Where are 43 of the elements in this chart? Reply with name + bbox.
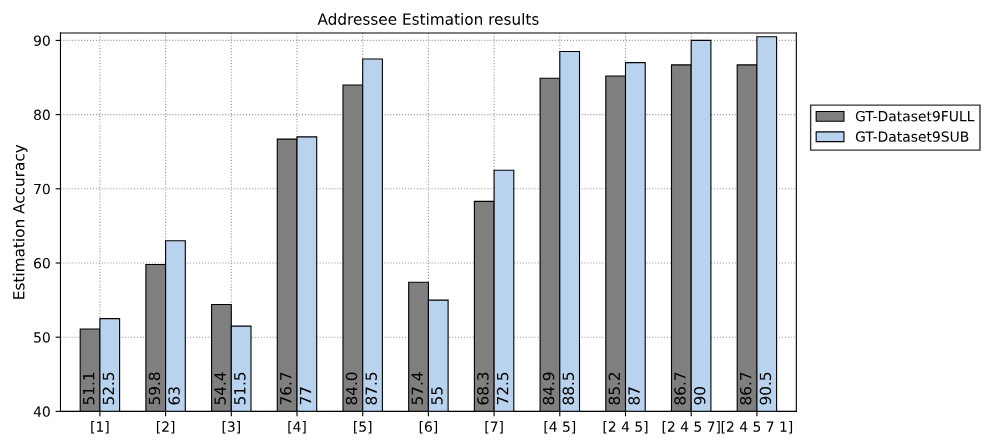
x-tick-label: [1] (91, 421, 109, 434)
x-tick-label: [2] (156, 421, 175, 434)
data-label: 59.8 (148, 372, 161, 405)
data-label: 90 (693, 387, 706, 405)
x-tick-label: [6] (419, 421, 438, 434)
x-tick-label: [2 4 5] (603, 421, 648, 434)
y-tick-label: 70 (34, 183, 50, 195)
chart-title: Addressee Estimation results (317, 13, 539, 25)
x-tick-label: [4 5] (544, 421, 576, 434)
data-label: 54.4 (214, 372, 226, 405)
data-label: 55 (431, 387, 443, 405)
data-label: 51.1 (83, 372, 95, 405)
y-tick-label: 50 (34, 332, 50, 343)
data-label: 77 (299, 387, 312, 405)
y-tick-label: 80 (34, 109, 50, 121)
x-tick-label: [4] (288, 421, 306, 434)
data-label: 85.2 (608, 372, 621, 405)
data-label: 72.5 (496, 372, 509, 405)
x-tick-label: [2 4 5 7 1] (721, 421, 793, 434)
y-tick-label: 40 (33, 406, 50, 417)
data-label: 86.7 (674, 372, 686, 405)
legend-label: GT-Dataset9SUB (855, 131, 969, 142)
data-label: 86.7 (739, 372, 752, 405)
data-label: 87 (628, 387, 640, 405)
y-tick-label: 90 (33, 35, 50, 46)
x-tick-label: [3] (222, 421, 240, 434)
data-label: 52.5 (102, 372, 115, 405)
data-label: 84.0 (345, 372, 358, 405)
data-label: 63 (168, 387, 180, 405)
y-tick-label: 60 (34, 257, 50, 269)
legend-label: GT-Dataset9FULL (855, 110, 975, 122)
x-tick-label: [7] (485, 421, 503, 434)
x-tick-label: [5] (354, 421, 372, 434)
y-axis-title: Estimation Accuracy (12, 144, 28, 299)
data-label: 68.3 (477, 372, 489, 405)
data-label: 84.9 (542, 372, 555, 405)
data-label: 76.7 (280, 372, 292, 405)
data-label: 57.4 (411, 372, 423, 405)
data-label: 87.5 (365, 372, 377, 405)
data-label: 90.5 (759, 372, 772, 405)
data-label: 51.5 (234, 372, 246, 405)
data-label: 88.5 (562, 372, 575, 405)
x-tick-label: [2 4 5 7] (662, 421, 720, 434)
